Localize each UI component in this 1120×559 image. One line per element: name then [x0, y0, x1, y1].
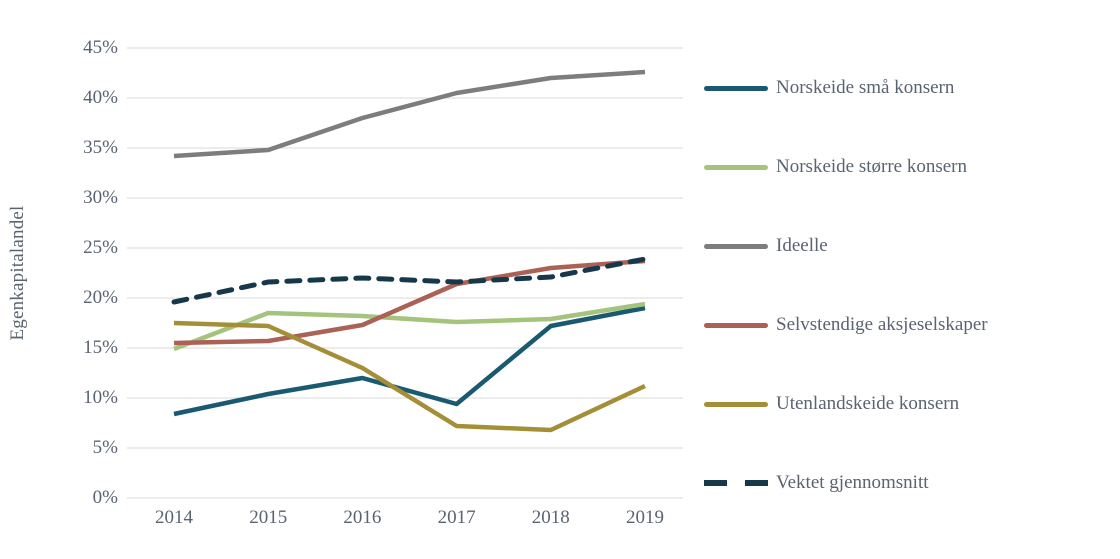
legend-label: Selvstendige aksjeselskaper [776, 314, 988, 335]
y-tick-label: 30% [83, 187, 118, 208]
legend-label: Norskeide små konsern [776, 77, 955, 98]
legend-label: Utenlandskeide konsern [776, 393, 960, 414]
y-tick-label: 5% [92, 437, 118, 458]
x-tick-label: 2016 [343, 507, 382, 528]
legend-item-ideelle: Ideelle [704, 234, 828, 258]
y-tick-label: 10% [83, 387, 118, 408]
legend-label: Ideelle [776, 235, 828, 256]
legend-swatch-selvstendige-aksjeselskaper [704, 322, 768, 328]
x-tick-label: 2015 [249, 507, 288, 528]
y-tick-label: 0% [92, 487, 118, 508]
legend-swatch-utenlandskeide-konsern [704, 401, 768, 407]
y-tick-label: 15% [83, 337, 118, 358]
legend-label: Vektet gjennomsnitt [776, 472, 929, 493]
y-tick-label: 35% [83, 137, 118, 158]
legend-swatch-norskeide-sma-konsern [704, 85, 768, 91]
y-tick-label: 45% [83, 37, 118, 58]
legend-label: Norskeide større konsern [776, 156, 968, 177]
legend-item-utenlandskeide-konsern: Utenlandskeide konsern [704, 392, 959, 416]
y-tick-label: 40% [83, 87, 118, 108]
x-tick-label: 2014 [155, 507, 193, 528]
series-line-norskeide-storre-konsern [173, 301, 646, 352]
legend-swatch-vektet-gjennomsnitt [704, 480, 768, 486]
y-tick-label: 20% [83, 287, 118, 308]
legend-item-vektet-gjennomsnitt: Vektet gjennomsnitt [704, 471, 929, 495]
x-tick-label: 2019 [626, 507, 664, 528]
y-axis-title-text: Egenkapitalandel [7, 205, 28, 341]
legend-item-selvstendige-aksjeselskaper: Selvstendige aksjeselskaper [704, 313, 988, 337]
x-tick-label: 2017 [437, 507, 476, 528]
legend-swatch-ideelle [704, 243, 768, 249]
series-line-ideelle [173, 69, 646, 159]
series-line-norskeide-sma-konsern [173, 305, 646, 417]
series-line-selvstendige-aksjeselskaper [173, 258, 646, 346]
series-line-vektet-gjennomsnitt [171, 256, 648, 305]
legend-swatch-norskeide-storre-konsern [704, 164, 768, 170]
y-tick-label: 25% [83, 237, 118, 258]
series-line-utenlandskeide-konsern [173, 320, 646, 433]
legend-item-norskeide-sma-konsern: Norskeide små konsern [704, 76, 954, 100]
legend-item-norskeide-storre-konsern: Norskeide større konsern [704, 155, 967, 179]
x-tick-label: 2018 [531, 507, 570, 528]
